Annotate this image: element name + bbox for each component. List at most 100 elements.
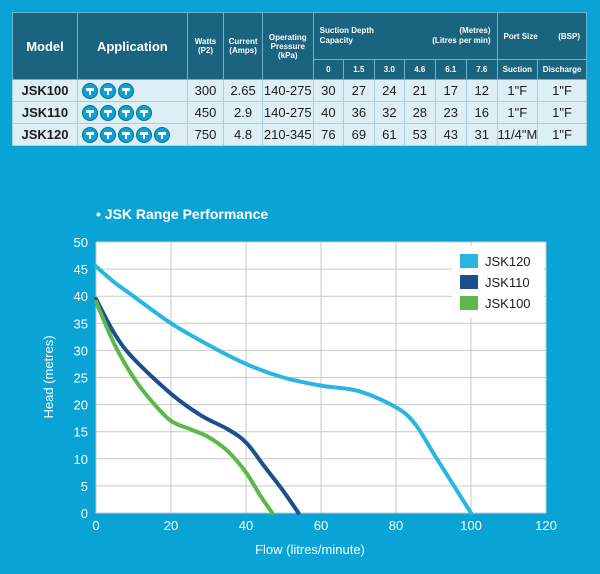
header-pressure-line2: Pressure bbox=[270, 41, 305, 51]
y-tick-label: 20 bbox=[74, 398, 88, 413]
cell-pressure: 210-345 bbox=[261, 123, 314, 146]
header-suction-line2: Capacity bbox=[319, 36, 354, 45]
y-tick-labels: 0 5 10 15 20 25 30 35 40 45 50 bbox=[74, 235, 88, 521]
header-model: Model bbox=[11, 12, 79, 80]
cell-application bbox=[77, 79, 188, 102]
header-suction: Suction bbox=[496, 59, 539, 80]
x-tick-label: 0 bbox=[92, 518, 99, 533]
header-depth-5: 7.6 bbox=[466, 59, 498, 80]
tap-icon bbox=[136, 126, 153, 143]
x-tick-labels: 0 20 40 60 80 100 120 bbox=[92, 518, 556, 533]
tap-icon bbox=[82, 126, 99, 143]
cell-capacity: 24 bbox=[373, 79, 406, 102]
y-tick-label: 5 bbox=[81, 479, 88, 494]
tap-icon bbox=[118, 82, 135, 99]
header-depth-2: 3.0 bbox=[373, 59, 406, 80]
cell-capacity: 21 bbox=[404, 79, 436, 102]
y-tick-label: 30 bbox=[74, 343, 88, 358]
cell-capacity: 32 bbox=[373, 101, 406, 124]
cell-capacity: 31 bbox=[466, 123, 498, 146]
tap-icon bbox=[100, 104, 117, 121]
chart-title: • JSK Range Performance bbox=[96, 206, 268, 222]
x-tick-label: 120 bbox=[535, 518, 557, 533]
header-suction-depth: Suction Depth Capacity (Metres) (Litres … bbox=[312, 12, 498, 60]
cell-watts: 750 bbox=[186, 123, 225, 146]
cell-capacity: 69 bbox=[343, 123, 375, 146]
legend-swatch bbox=[460, 296, 478, 310]
y-axis-title: Head (metres) bbox=[41, 335, 56, 418]
cell-capacity: 36 bbox=[343, 101, 375, 124]
header-pressure: Operating Pressure (kPa) bbox=[261, 12, 314, 80]
performance-chart: • JSK Range Performance 0 20 40 60 80 100 120 … bbox=[41, 206, 557, 557]
header-pressure-unit: (kPa) bbox=[277, 50, 298, 60]
table-row: JSK110 450 2.9 140-275 40 36 32 28 23 16 1"F 1"F bbox=[11, 101, 587, 124]
legend-swatch bbox=[460, 254, 478, 268]
cell-discharge: 1"F bbox=[537, 101, 587, 124]
cell-capacity: 43 bbox=[434, 123, 468, 146]
series-line-jsk120 bbox=[94, 264, 473, 515]
tap-icon bbox=[118, 104, 135, 121]
x-tick-label: 40 bbox=[239, 518, 253, 533]
cell-discharge: 1"F bbox=[537, 123, 587, 146]
y-tick-label: 45 bbox=[74, 262, 88, 277]
cell-current: 4.8 bbox=[223, 123, 263, 146]
cell-capacity: 23 bbox=[434, 101, 468, 124]
header-current-label: Current bbox=[228, 37, 258, 46]
series-lines bbox=[94, 264, 473, 515]
table-row: JSK100 300 2.65 140-275 30 27 24 21 17 12 1"F 1"F bbox=[11, 79, 587, 102]
cell-discharge: 1"F bbox=[537, 79, 587, 102]
header-depth-1: 1.5 bbox=[343, 59, 375, 80]
header-watts: Watts (P2) bbox=[186, 12, 225, 80]
cell-watts: 300 bbox=[186, 79, 225, 102]
header-port-label: Port Size bbox=[503, 31, 538, 41]
cell-capacity: 76 bbox=[312, 123, 345, 146]
legend-label: JSK100 bbox=[485, 296, 531, 311]
tap-icon bbox=[118, 126, 135, 143]
header-depth-0: 0 bbox=[312, 59, 345, 80]
cell-capacity: 61 bbox=[373, 123, 406, 146]
header-litres: (Litres per min) bbox=[432, 36, 491, 45]
cell-suction: 1"F bbox=[496, 101, 539, 124]
header-depth-3: 4.6 bbox=[404, 59, 436, 80]
x-tick-label: 100 bbox=[460, 518, 482, 533]
y-tick-label: 15 bbox=[74, 425, 88, 440]
cell-capacity: 40 bbox=[312, 101, 345, 124]
spec-table-body: JSK100 300 2.65 140-275 30 27 24 21 17 12 1"F 1"F JS… bbox=[11, 79, 587, 146]
cell-capacity: 53 bbox=[404, 123, 436, 146]
x-tick-label: 20 bbox=[164, 518, 178, 533]
x-tick-label: 80 bbox=[389, 518, 403, 533]
cell-application bbox=[77, 101, 188, 124]
cell-model: JSK100 bbox=[11, 79, 79, 102]
header-watts-label: Watts bbox=[194, 37, 217, 46]
tap-icon bbox=[82, 104, 99, 121]
cell-model: JSK110 bbox=[11, 101, 79, 124]
cell-application bbox=[77, 123, 188, 146]
cell-capacity: 17 bbox=[434, 79, 468, 102]
cell-suction: 1"F bbox=[496, 79, 539, 102]
cell-capacity: 28 bbox=[404, 101, 436, 124]
series-line-jsk110 bbox=[94, 296, 301, 515]
y-tick-label: 25 bbox=[74, 371, 88, 386]
header-pressure-line1: Operating bbox=[268, 32, 307, 42]
cell-pressure: 140-275 bbox=[261, 101, 314, 124]
header-suction-line1: Suction Depth bbox=[319, 26, 374, 35]
y-tick-label: 40 bbox=[74, 289, 88, 304]
header-port-size: Port Size (BSP) bbox=[496, 12, 587, 60]
cell-capacity: 30 bbox=[312, 79, 345, 102]
cell-capacity: 16 bbox=[466, 101, 498, 124]
cell-pressure: 140-275 bbox=[261, 79, 314, 102]
y-tick-label: 35 bbox=[74, 316, 88, 331]
table-row: JSK120 750 4.8 210-345 76 69 61 53 43 31 11/4"M 1"F bbox=[11, 123, 587, 146]
cell-current: 2.9 bbox=[223, 101, 263, 124]
header-port-unit: (BSP) bbox=[558, 31, 580, 41]
header-depth-4: 6.1 bbox=[434, 59, 468, 80]
spec-table: Model Application Watts (P2) Current (Am… bbox=[11, 12, 587, 146]
x-tick-label: 60 bbox=[314, 518, 328, 533]
y-tick-label: 10 bbox=[74, 452, 88, 467]
header-application: Application bbox=[77, 12, 188, 80]
header-current: Current (Amps) bbox=[223, 12, 263, 80]
legend: JSK120 JSK110 JSK100 bbox=[452, 246, 544, 318]
grid bbox=[95, 241, 547, 514]
header-current-unit: (Amps) bbox=[229, 46, 257, 55]
tap-icon bbox=[154, 126, 171, 143]
